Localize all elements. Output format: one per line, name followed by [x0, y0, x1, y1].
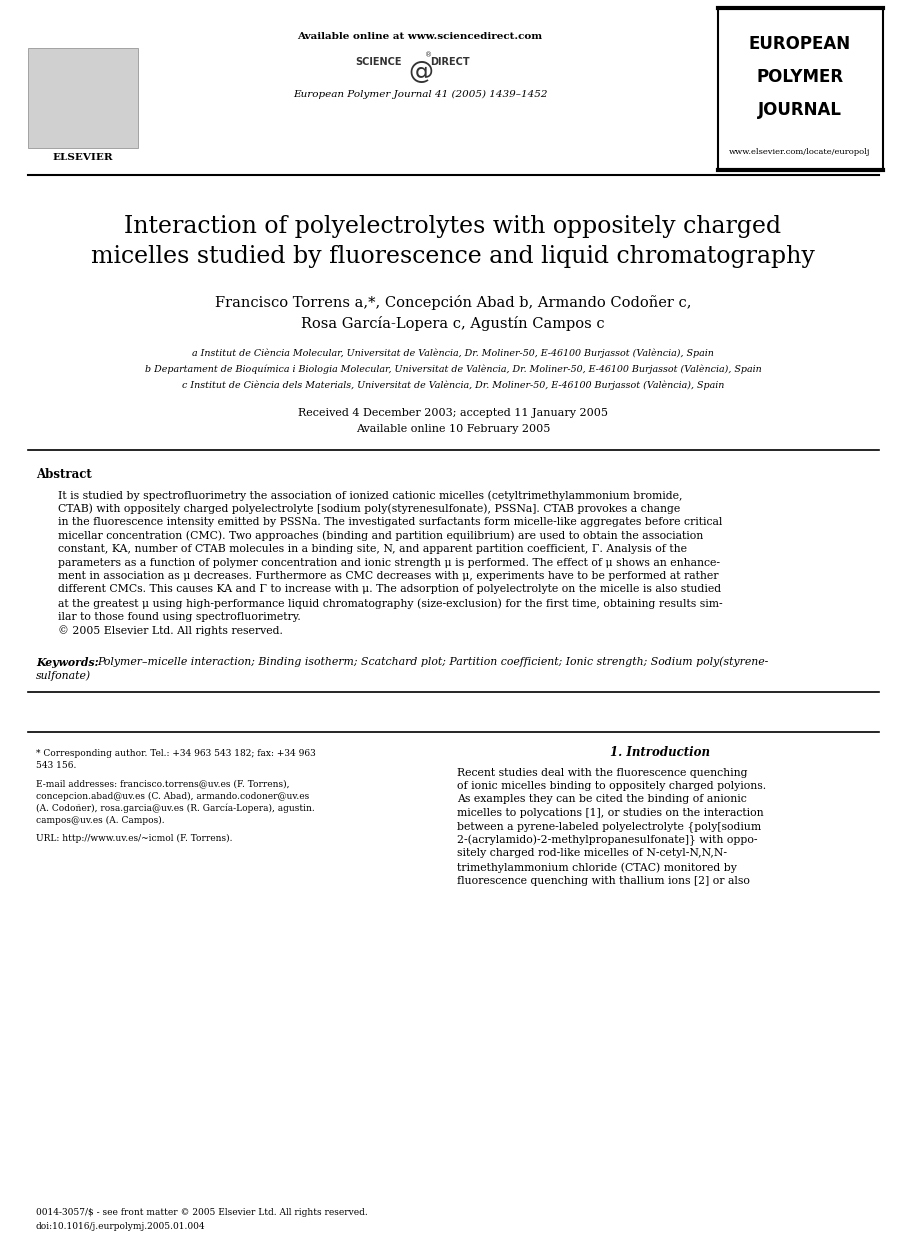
Bar: [28, 48, 138, 149]
Text: parameters as a function of polymer concentration and ionic strength μ is perfor: parameters as a function of polymer conc…: [58, 557, 720, 567]
Text: European Polymer Journal 41 (2005) 1439–1452: European Polymer Journal 41 (2005) 1439–…: [293, 90, 547, 99]
Text: POLYMER: POLYMER: [756, 68, 844, 85]
Text: URL: http://www.uv.es/~icmol (F. Torrens).: URL: http://www.uv.es/~icmol (F. Torrens…: [36, 833, 232, 843]
Text: Polymer–micelle interaction; Binding isotherm; Scatchard plot; Partition coeffic: Polymer–micelle interaction; Binding iso…: [97, 656, 768, 667]
Text: 2-(acrylamido)-2-methylpropanesulfonate]} with oppo-: 2-(acrylamido)-2-methylpropanesulfonate]…: [457, 834, 757, 847]
Text: EUROPEAN: EUROPEAN: [749, 35, 851, 53]
Text: micellar concentration (CMC). Two approaches (binding and partition equilibrium): micellar concentration (CMC). Two approa…: [58, 531, 703, 541]
Text: ELSEVIER: ELSEVIER: [53, 154, 113, 162]
Text: doi:10.1016/j.eurpolymj.2005.01.004: doi:10.1016/j.eurpolymj.2005.01.004: [36, 1222, 206, 1231]
Text: ment in association as μ decreases. Furthermore as CMC decreases with μ, experim: ment in association as μ decreases. Furt…: [58, 571, 718, 581]
Text: b Departament de Bioquímica i Biologia Molecular, Universitat de València, Dr. M: b Departament de Bioquímica i Biologia M…: [144, 364, 761, 374]
Text: 1. Introduction: 1. Introduction: [610, 747, 710, 759]
Text: Keywords:: Keywords:: [36, 656, 99, 667]
Text: Interaction of polyelectrolytes with oppositely charged
micelles studied by fluo: Interaction of polyelectrolytes with opp…: [91, 215, 814, 269]
Text: trimethylammonium chloride (CTAC) monitored by: trimethylammonium chloride (CTAC) monito…: [457, 862, 736, 873]
Text: www.elsevier.com/locate/europolj: www.elsevier.com/locate/europolj: [729, 149, 871, 156]
Text: between a pyrene-labeled polyelectrolyte {poly[sodium: between a pyrene-labeled polyelectrolyte…: [457, 822, 761, 832]
Text: in the fluorescence intensity emitted by PSSNa. The investigated surfactants for: in the fluorescence intensity emitted by…: [58, 517, 722, 527]
Text: 543 156.: 543 156.: [36, 761, 76, 770]
Text: ilar to those found using spectrofluorimetry.: ilar to those found using spectrofluorim…: [58, 612, 301, 621]
Text: JOURNAL: JOURNAL: [758, 102, 842, 119]
Text: Available online 10 February 2005: Available online 10 February 2005: [356, 423, 551, 435]
Text: ®: ®: [425, 52, 432, 58]
Text: at the greatest μ using high-performance liquid chromatography (size-exclusion) : at the greatest μ using high-performance…: [58, 598, 723, 609]
Text: of ionic micelles binding to oppositely charged polyions.: of ionic micelles binding to oppositely …: [457, 781, 766, 791]
Text: As examples they can be cited the binding of anionic: As examples they can be cited the bindin…: [457, 795, 746, 805]
Text: different CMCs. This causes KA and Γ to increase with μ. The adsorption of polye: different CMCs. This causes KA and Γ to …: [58, 584, 721, 594]
Text: micelles to polycations [1], or studies on the interaction: micelles to polycations [1], or studies …: [457, 808, 764, 818]
Text: E-mail addresses: francisco.torrens@uv.es (F. Torrens),: E-mail addresses: francisco.torrens@uv.e…: [36, 780, 289, 789]
Text: © 2005 Elsevier Ltd. All rights reserved.: © 2005 Elsevier Ltd. All rights reserved…: [58, 625, 283, 636]
Text: sulfonate): sulfonate): [36, 670, 91, 681]
Text: Abstract: Abstract: [36, 468, 92, 482]
Text: CTAB) with oppositely charged polyelectrolyte [sodium poly(styrenesulfonate), PS: CTAB) with oppositely charged polyelectr…: [58, 504, 680, 514]
Text: a Institut de Ciència Molecular, Universitat de València, Dr. Moliner-50, E-4610: a Institut de Ciència Molecular, Univers…: [192, 348, 714, 358]
Text: c Institut de Ciència dels Materials, Universitat de València, Dr. Moliner-50, E: c Institut de Ciència dels Materials, Un…: [181, 380, 724, 390]
Text: Received 4 December 2003; accepted 11 January 2005: Received 4 December 2003; accepted 11 Ja…: [298, 409, 608, 418]
Text: SCIENCE: SCIENCE: [355, 57, 402, 67]
Text: Available online at www.sciencedirect.com: Available online at www.sciencedirect.co…: [297, 32, 542, 41]
Text: @: @: [408, 59, 434, 84]
Bar: [718, 7, 883, 170]
Text: Recent studies deal with the fluorescence quenching: Recent studies deal with the fluorescenc…: [457, 768, 747, 777]
Text: * Corresponding author. Tel.: +34 963 543 182; fax: +34 963: * Corresponding author. Tel.: +34 963 54…: [36, 749, 316, 759]
Text: It is studied by spectrofluorimetry the association of ionized cationic micelles: It is studied by spectrofluorimetry the …: [58, 490, 682, 500]
Text: fluorescence quenching with thallium ions [2] or also: fluorescence quenching with thallium ion…: [457, 875, 750, 885]
Text: sitely charged rod-like micelles of N-cetyl-N,N,N-: sitely charged rod-like micelles of N-ce…: [457, 848, 727, 858]
Text: 0014-3057/$ - see front matter © 2005 Elsevier Ltd. All rights reserved.: 0014-3057/$ - see front matter © 2005 El…: [36, 1208, 367, 1217]
Text: concepcion.abad@uv.es (C. Abad), armando.codoner@uv.es: concepcion.abad@uv.es (C. Abad), armando…: [36, 791, 309, 801]
Text: Francisco Torrens a,*, Concepción Abad b, Armando Codoñer c,: Francisco Torrens a,*, Concepción Abad b…: [215, 295, 691, 310]
Text: (A. Codoñer), rosa.garcia@uv.es (R. García-Lopera), agustin.: (A. Codoñer), rosa.garcia@uv.es (R. Garc…: [36, 803, 315, 813]
Text: DIRECT: DIRECT: [430, 57, 470, 67]
Text: Rosa García-Lopera c, Agustín Campos c: Rosa García-Lopera c, Agustín Campos c: [301, 316, 605, 331]
Text: campos@uv.es (A. Campos).: campos@uv.es (A. Campos).: [36, 816, 165, 825]
Text: constant, KA, number of CTAB molecules in a binding site, N, and apparent partit: constant, KA, number of CTAB molecules i…: [58, 543, 687, 553]
